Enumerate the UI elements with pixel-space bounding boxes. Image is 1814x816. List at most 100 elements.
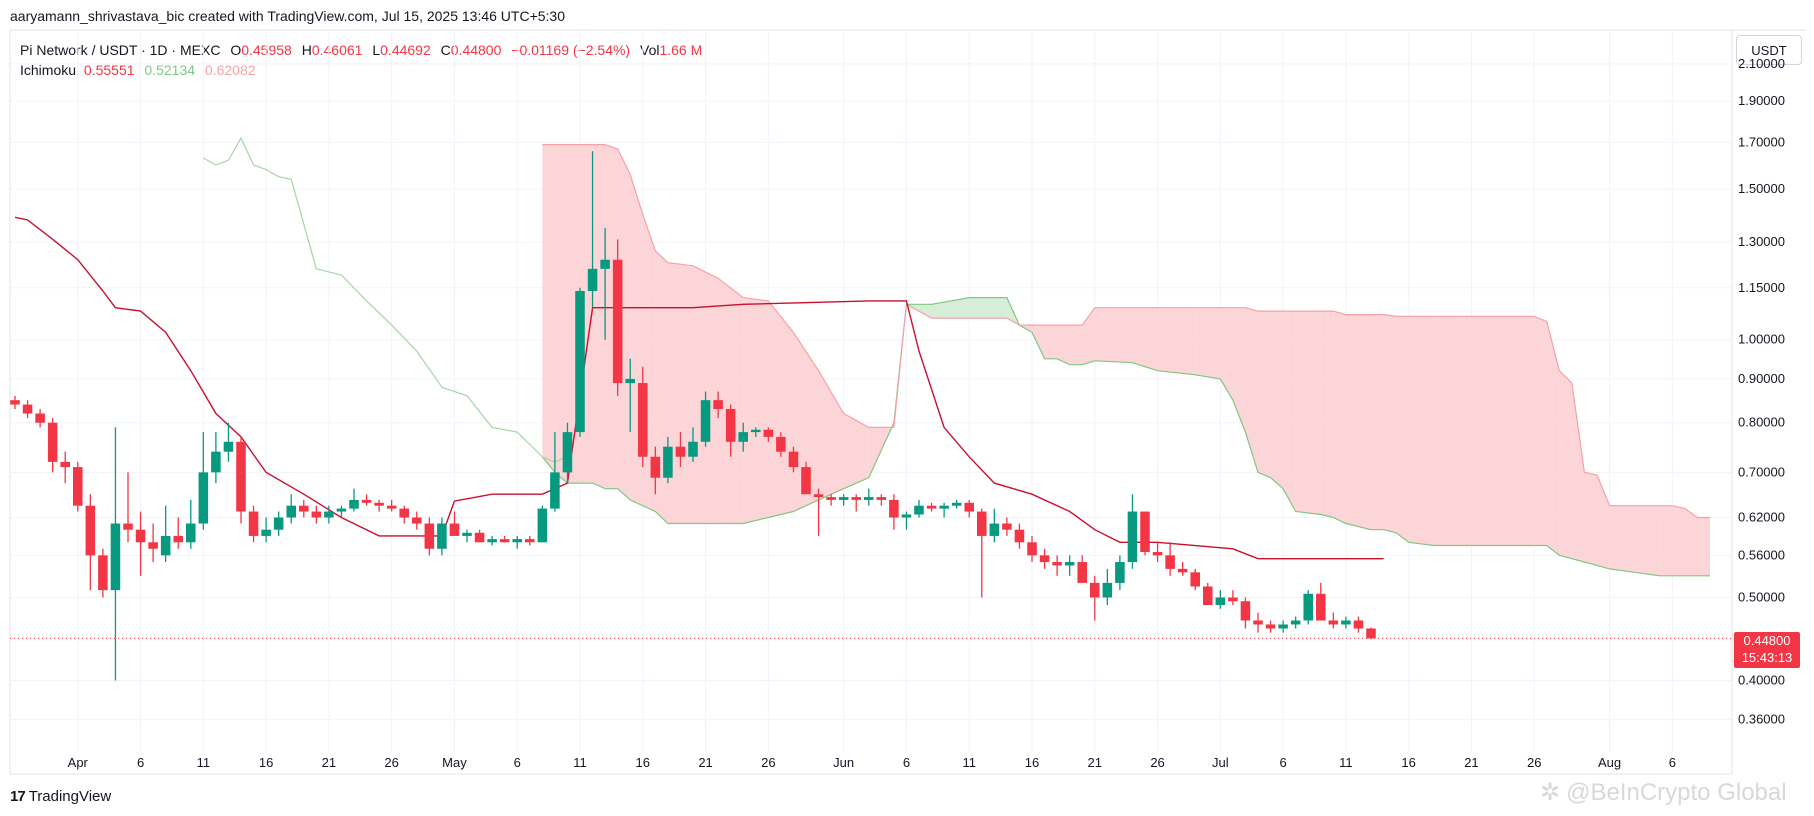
cloud-segment-bearish [1571,383,1585,563]
cloud-segment-bearish [1069,325,1083,365]
time-axis-tick-label: 26 [1527,755,1541,770]
candle-body-up [600,259,610,269]
price-axis-tick-label: 0.40000 [1738,672,1785,687]
leading-span-a-line [541,297,1710,577]
high-value: 0.46061 [311,42,363,58]
cloud-segment-bearish [1283,311,1296,512]
ichimoku-label: Ichimoku [20,62,77,78]
cloud-segment-bearish [1258,311,1271,478]
ichimoku-span-b-value: 0.62082 [204,62,256,78]
cloud-segment-bearish [1383,314,1397,533]
watermark-text: @BeInCrypto Global [1566,778,1787,806]
candle-body-down [763,429,774,437]
candle-body-down [725,409,736,442]
tradingview-logo[interactable]: 17 TradingView [10,788,111,805]
candle-body-down [776,436,786,452]
candle-body-up [223,441,234,452]
candle-body-up [512,539,522,543]
cloud-segment-bearish [1082,307,1095,365]
price-axis-tick-label: 0.80000 [1738,415,1785,430]
cloud-segment-bearish [1245,307,1258,473]
cloud-segment-bearish [1659,505,1673,576]
cloud-segment-bearish [1157,307,1196,375]
cloud-segment-bearish [1270,311,1284,489]
candle-body-down [1014,529,1025,543]
candle-body-up [1341,620,1351,625]
candle-body-down [499,539,510,543]
candle-body-up [738,432,748,442]
candle-body-up [1127,511,1138,563]
candle-body-down [311,511,322,518]
candle-body-down [386,505,397,509]
candle-body-up [1278,624,1288,629]
candle-body-down [60,461,70,468]
candle-body-down [826,497,836,500]
candle-body-up [110,523,121,591]
candle-body-down [977,511,987,536]
candle-body-down [73,467,83,506]
symbol-label[interactable]: Pi Network / USDT · 1D · MEXC [20,42,221,58]
candle-body-up [550,472,560,509]
candle-body-up [751,429,761,433]
tradingview-logo-icon: 17 [10,788,26,805]
candle-body-down [248,511,259,536]
cloud-segment-bearish [1044,325,1058,359]
cloud-segment-bearish [1132,307,1158,371]
candle-body-down [449,523,460,536]
cloud-segment-bearish [542,144,555,473]
candle-body-down [1228,597,1238,602]
candle-body-down [1366,628,1376,639]
cloud-segment-bearish [718,278,744,524]
candle-body-down [173,535,183,543]
price-axis-tick-label: 1.90000 [1738,93,1785,108]
cloud-segment-bearish [1408,316,1434,546]
candle-body-down [926,505,937,509]
volume-value: 1.66 M [659,42,703,58]
candle-body-down [22,404,33,414]
price-axis-tick-label: 1.00000 [1738,332,1785,347]
cloud-segment-bearish [1371,314,1384,530]
candle-body-up [989,523,1000,536]
candle-body-down [1140,511,1150,553]
cloud-segment-bearish [605,144,618,489]
candle-body-down [876,497,887,500]
last-price-value: 0.44800 [1743,633,1791,648]
candle-body-down [98,555,108,591]
candle-body-up [261,529,271,536]
cloud-segment-bearish [1684,508,1698,576]
time-axis-tick-label: 21 [698,755,712,770]
cloud-segment-bearish [655,250,668,524]
ichimoku-legend-row[interactable]: Ichimoku 0.55551 0.52134 0.62082 [20,60,708,80]
candle-body-up [186,523,196,543]
price-axis-tick-label: 1.30000 [1738,234,1785,249]
time-axis-tick-label: 6 [137,755,144,770]
candle-body-down [123,523,133,530]
base-line [14,216,1384,560]
cloud-segment-bearish [1546,321,1560,556]
cloud-segment-bearish [1559,370,1572,559]
time-axis-tick-label: 21 [322,755,336,770]
cloud-segment-bearish [1634,505,1660,576]
candle-body-down [47,422,58,462]
candle-body-down [1328,620,1339,625]
candle-body-up [324,511,334,518]
price-axis-tick-label: 0.36000 [1738,712,1785,727]
candle-body-up [864,497,874,500]
cloud-segment-bearish [768,300,794,518]
price-axis-tick-label: 0.62000 [1738,509,1785,524]
candle-body-up [537,508,548,543]
candle-body-down [1240,601,1251,621]
cloud-segment-bearish [1094,307,1133,363]
time-axis-tick-label: 6 [1669,755,1676,770]
tradingview-brand: TradingView [28,788,112,805]
candle-body-down [1052,562,1062,566]
candle-body-down [412,517,422,524]
chart-legend: Pi Network / USDT · 1D · MEXC O0.45958 H… [20,40,708,80]
currency-button[interactable]: USDT [1736,35,1802,65]
time-axis-tick-label: 16 [259,755,273,770]
candle-body-down [10,400,20,405]
candle-body-up [462,532,472,536]
ichimoku-span-a-value: 0.52134 [144,62,196,78]
candle-body-down [399,508,409,518]
